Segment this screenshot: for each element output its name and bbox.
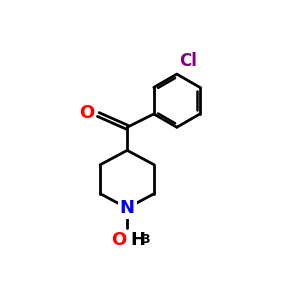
Text: 3: 3: [142, 233, 150, 246]
Text: O: O: [111, 230, 126, 248]
Text: N: N: [120, 199, 135, 217]
Text: H: H: [130, 230, 145, 248]
Text: O: O: [79, 104, 94, 122]
Text: Cl: Cl: [180, 52, 197, 70]
